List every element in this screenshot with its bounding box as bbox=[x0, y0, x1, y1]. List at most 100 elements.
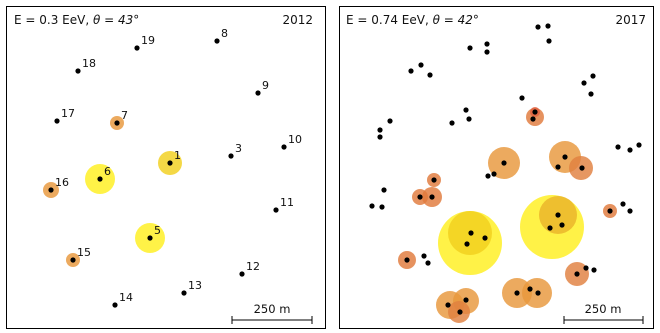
station-dot bbox=[134, 45, 140, 51]
station-label: 5 bbox=[154, 224, 161, 237]
station-dot bbox=[532, 109, 538, 115]
station-dot bbox=[547, 225, 553, 231]
station-dot bbox=[579, 165, 585, 171]
station-dot bbox=[418, 62, 424, 68]
station-dot bbox=[620, 201, 626, 207]
station-label: 13 bbox=[188, 279, 202, 292]
station-dot bbox=[147, 235, 153, 241]
station-dot bbox=[535, 24, 541, 30]
station-dot bbox=[381, 187, 387, 193]
station-dot bbox=[445, 302, 451, 308]
station-dot bbox=[75, 68, 81, 74]
station-dot bbox=[491, 171, 497, 177]
station-dot bbox=[559, 222, 565, 228]
station-dot bbox=[429, 194, 435, 200]
station-dot bbox=[519, 95, 525, 101]
station-dot bbox=[555, 212, 561, 218]
station-dot bbox=[514, 290, 520, 296]
year-label: 2012 bbox=[282, 13, 313, 27]
station-dot bbox=[484, 41, 490, 47]
station-dot bbox=[464, 241, 470, 247]
station-dot bbox=[377, 127, 383, 133]
station-dot bbox=[427, 72, 433, 78]
station-markers bbox=[369, 23, 642, 315]
station-label: 18 bbox=[82, 57, 96, 70]
station-dot bbox=[482, 235, 488, 241]
station-dot bbox=[545, 23, 551, 29]
scale-bar: 250 m bbox=[563, 302, 644, 324]
station-dot bbox=[48, 187, 54, 193]
station-dot bbox=[421, 253, 427, 259]
station-dot bbox=[181, 290, 187, 296]
station-dot bbox=[607, 208, 613, 214]
station-dot bbox=[70, 257, 76, 263]
station-dot bbox=[627, 147, 633, 153]
station-label: 12 bbox=[246, 260, 260, 273]
header-angle: θ = 42° bbox=[433, 13, 479, 27]
station-label: 19 bbox=[141, 34, 155, 47]
station-dot bbox=[431, 177, 437, 183]
station-dot bbox=[562, 154, 568, 160]
station-dot bbox=[530, 116, 536, 122]
station-dot bbox=[273, 207, 279, 213]
station-label: 9 bbox=[262, 79, 269, 92]
station-label: 6 bbox=[104, 165, 111, 178]
station-markers bbox=[48, 38, 287, 308]
station-dot bbox=[54, 118, 60, 124]
station-dot bbox=[449, 120, 455, 126]
station-dot bbox=[615, 144, 621, 150]
station-dot bbox=[627, 208, 633, 214]
station-label: 11 bbox=[280, 196, 294, 209]
station-dot bbox=[636, 142, 642, 148]
station-dot bbox=[527, 286, 533, 292]
station-dot bbox=[97, 176, 103, 182]
station-dot bbox=[468, 230, 474, 236]
panel-header: E = 0.3 EeV, θ = 43° bbox=[14, 13, 139, 27]
station-dot bbox=[555, 164, 561, 170]
station-label: 7 bbox=[121, 109, 128, 122]
header-energy: E = 0.74 EeV, bbox=[346, 13, 429, 27]
station-dot bbox=[408, 68, 414, 74]
scale-bar-label: 250 m bbox=[585, 302, 622, 316]
station-label: 16 bbox=[55, 176, 69, 189]
station-dot bbox=[114, 120, 120, 126]
station-dot bbox=[591, 267, 597, 273]
station-label: 10 bbox=[288, 133, 302, 146]
station-dot bbox=[417, 194, 423, 200]
station-label: 15 bbox=[77, 246, 91, 259]
station-dot bbox=[214, 38, 220, 44]
station-dot bbox=[466, 116, 472, 122]
station-dot bbox=[112, 302, 118, 308]
station-dot bbox=[239, 271, 245, 277]
year-label: 2017 bbox=[615, 13, 646, 27]
station-dot bbox=[588, 91, 594, 97]
station-label: 8 bbox=[221, 27, 228, 40]
station-dot bbox=[546, 38, 552, 44]
station-dot bbox=[535, 290, 541, 296]
station-dot bbox=[574, 271, 580, 277]
header-angle: θ = 43° bbox=[93, 13, 139, 27]
station-dot bbox=[590, 73, 596, 79]
scale-bar: 250 m bbox=[231, 302, 313, 324]
station-dot bbox=[387, 118, 393, 124]
panel-header: E = 0.74 EeV, θ = 42° bbox=[346, 13, 479, 27]
station-label: 3 bbox=[235, 142, 242, 155]
station-dot bbox=[379, 204, 385, 210]
station-dot bbox=[463, 107, 469, 113]
header-energy: E = 0.3 EeV, bbox=[14, 13, 89, 27]
station-dot bbox=[457, 309, 463, 315]
station-dot bbox=[501, 160, 507, 166]
station-dot bbox=[281, 144, 287, 150]
station-label: 14 bbox=[119, 291, 133, 304]
station-dot bbox=[369, 203, 375, 209]
station-dot bbox=[583, 265, 589, 271]
station-dot bbox=[467, 45, 473, 51]
station-dot bbox=[581, 80, 587, 86]
station-dot bbox=[167, 160, 173, 166]
station-dot bbox=[425, 260, 431, 266]
station-label: 1 bbox=[174, 149, 181, 162]
scale-bar-label: 250 m bbox=[254, 302, 291, 316]
